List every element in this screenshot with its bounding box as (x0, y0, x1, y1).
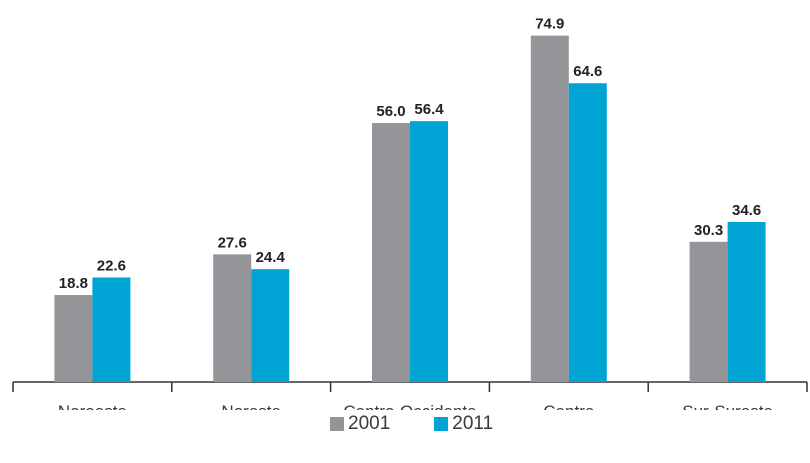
data-label-2001-Sur-Sureste: 30.3 (694, 222, 723, 239)
data-label-2001-Centro: 74.9 (535, 16, 564, 33)
data-label-2011-Centro-Occidente: 56.4 (414, 101, 444, 118)
x-tick-label-Centro: Centro (543, 402, 594, 410)
bar-2001-Centro-Occidente (372, 123, 410, 382)
legend-item-2011: 2011 (434, 413, 493, 435)
data-label-2001-Centro-Occidente: 56.0 (376, 103, 405, 120)
bar-2011-Centro-Occidente (410, 121, 448, 383)
legend-label-2011: 2011 (452, 413, 494, 434)
bar-2011-Centro (568, 83, 607, 382)
data-label-2011-Sur-Sureste: 34.6 (732, 202, 761, 219)
legend-item-2001: 2001 (330, 413, 390, 435)
bar-2011-Noreste (251, 269, 290, 382)
x-tick-label-Sur-Sureste: Sur-Sureste (682, 402, 773, 410)
legend: 2001 2011 (330, 412, 537, 436)
data-label-2001-Noroeste: 18.8 (59, 275, 88, 292)
bar-2001-Noreste (213, 254, 252, 382)
bar-chart: 18.8 22.6 Noroeste 27.6 24.4 Noreste 56.0 56.4 C… (12, 16, 808, 410)
legend-swatch-2001 (330, 417, 344, 431)
data-label-2011-Centro: 64.6 (573, 63, 602, 80)
data-label-2001-Noreste: 27.6 (218, 234, 247, 251)
bar-2001-Noroeste (54, 295, 93, 382)
bar-2001-Centro (530, 35, 569, 383)
bar-2011-Sur-Sureste (727, 221, 766, 382)
bar-2001-Sur-Sureste (689, 241, 728, 382)
data-label-2011-Noreste: 24.4 (256, 249, 286, 266)
bar-2011-Noroeste (92, 277, 131, 382)
x-tick-label-Noreste: Noreste (221, 402, 281, 410)
legend-swatch-2011 (434, 417, 449, 431)
legend-label-2001: 2001 (348, 413, 391, 434)
x-tick-label-Noroeste: Noroeste (58, 402, 127, 410)
data-label-2011-Noroeste: 22.6 (97, 257, 126, 274)
x-tick-label-Centro-Occidente: Centro-Occidente (343, 402, 476, 410)
